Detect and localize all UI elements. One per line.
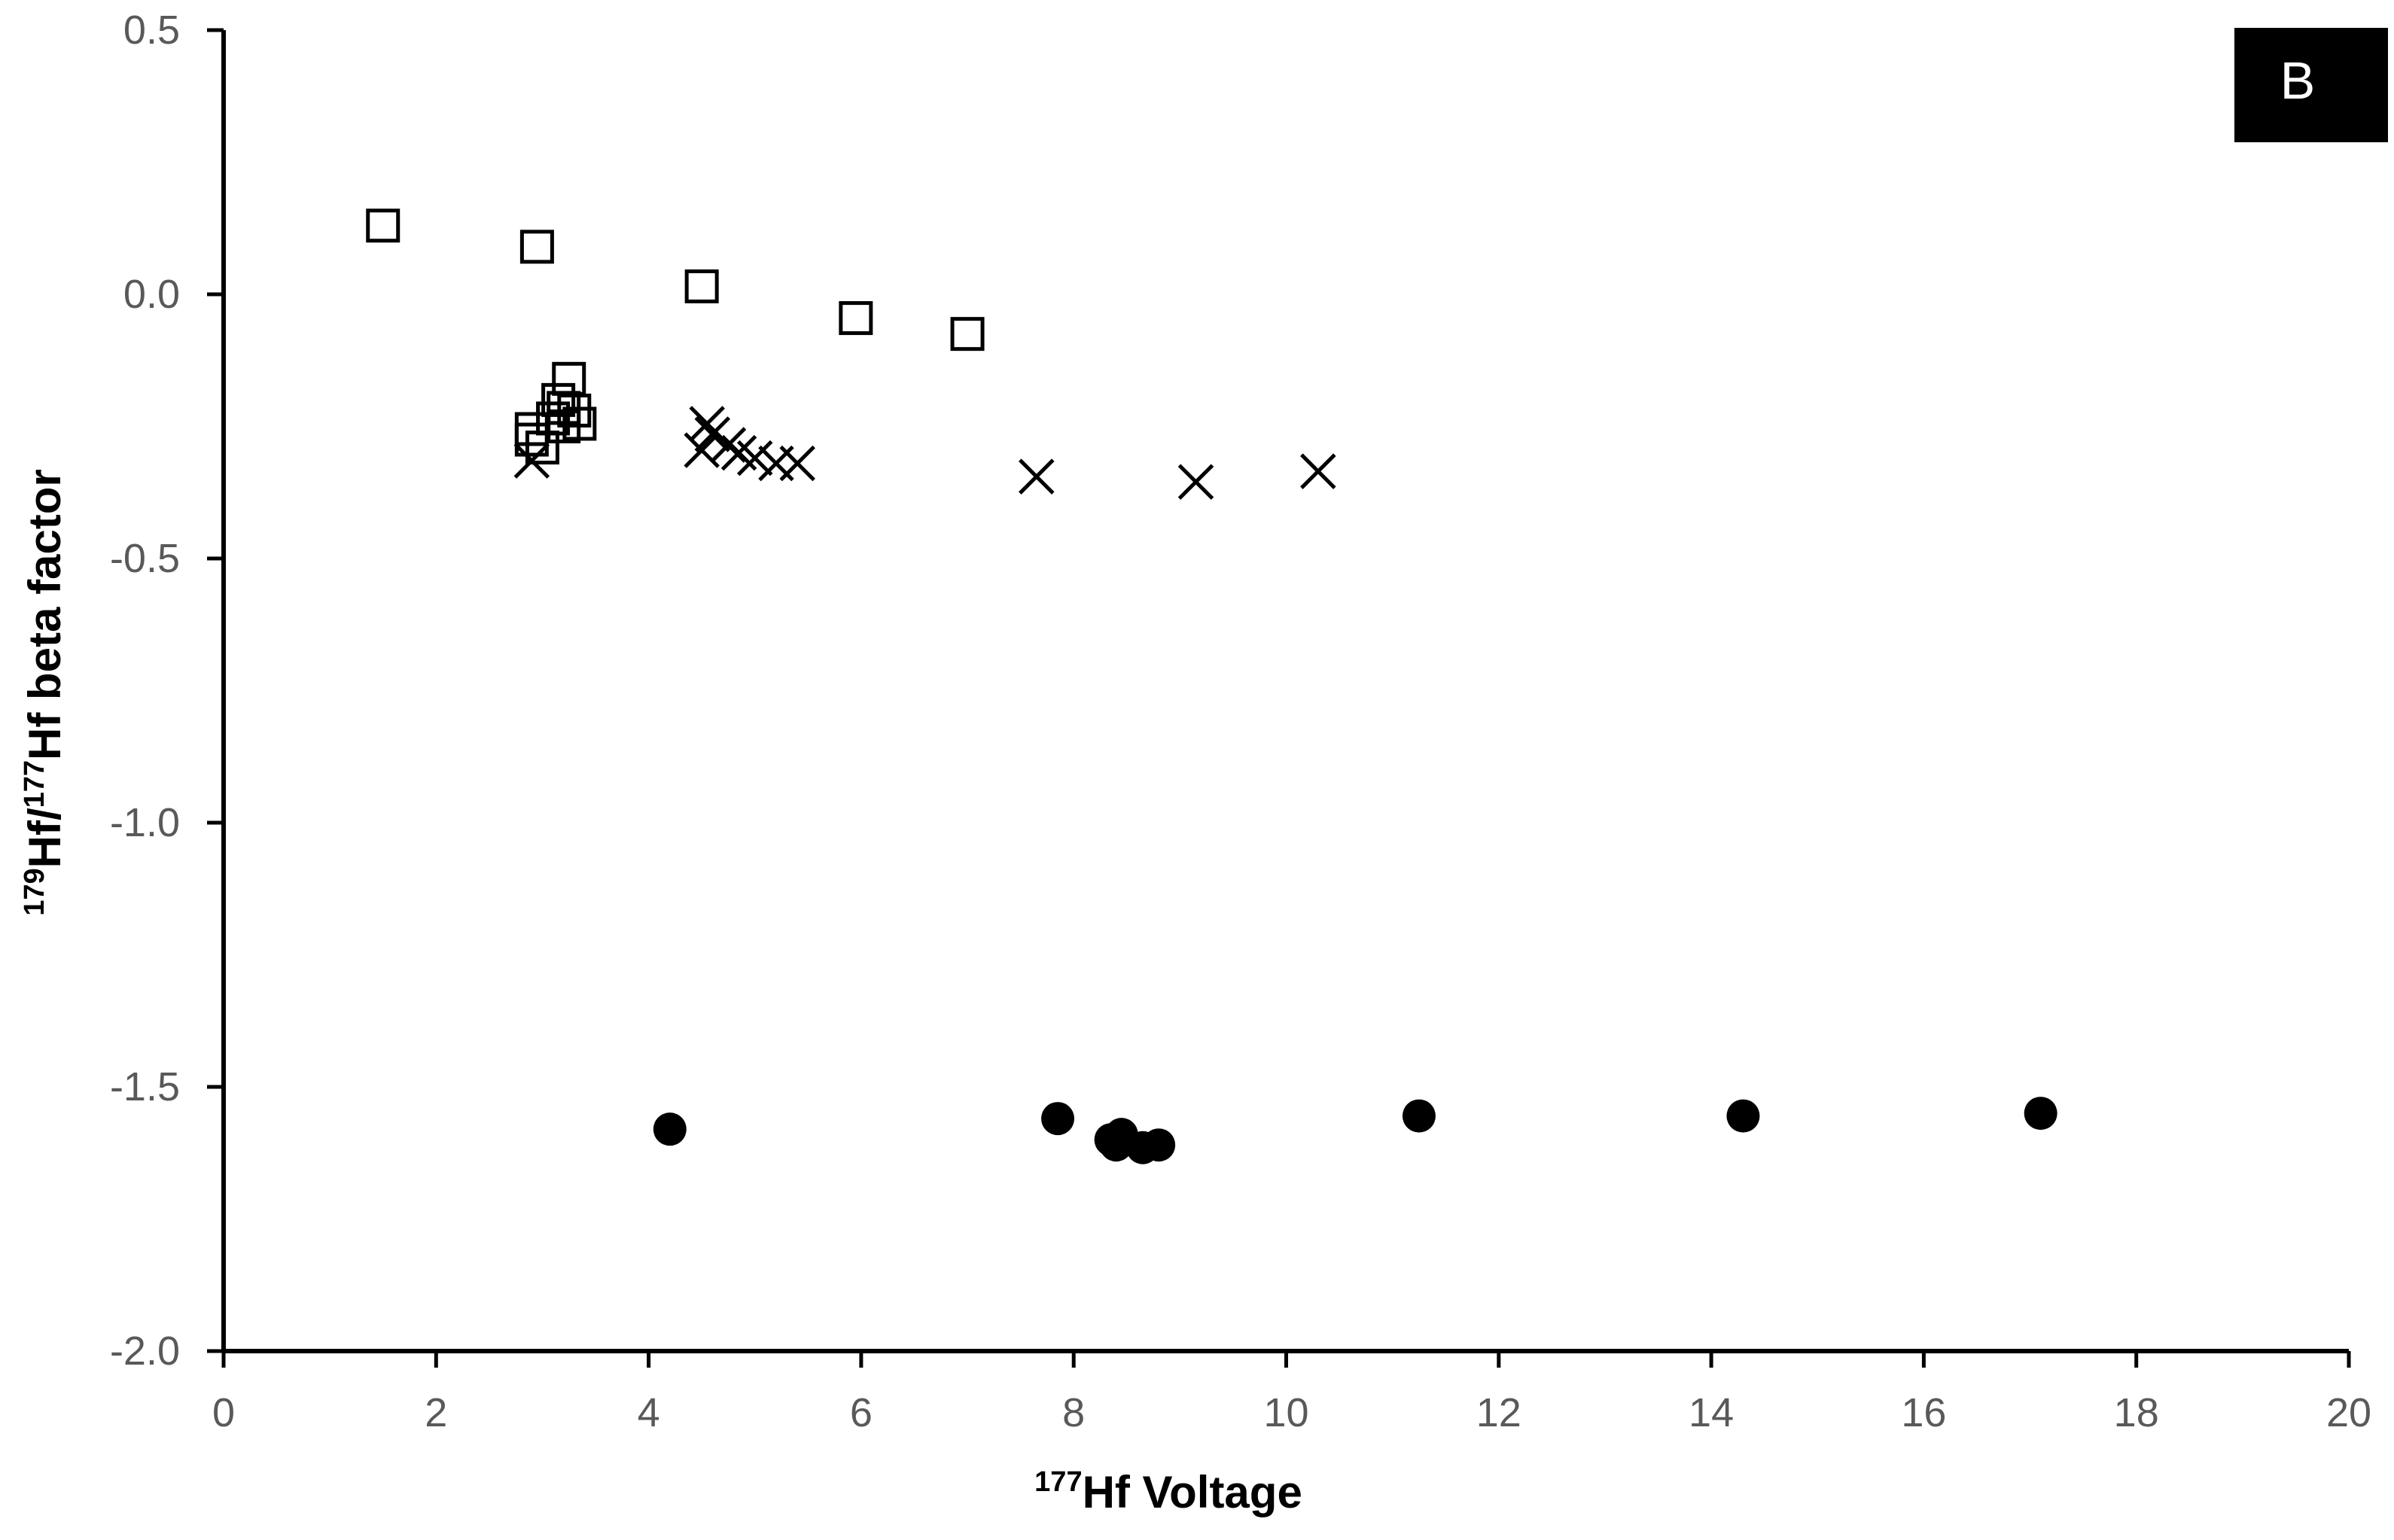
y-tick-label: -2.0 — [110, 1328, 180, 1374]
panel-label-text: B — [2280, 51, 2316, 110]
data-point-x — [694, 416, 731, 452]
x-tick-label: 2 — [425, 1390, 447, 1435]
data-point-circle — [653, 1112, 687, 1146]
y-ticks: 0.5 0.0 -0.5 -1.0 -1.5 -2.0 — [110, 8, 224, 1374]
panel-label: B — [2234, 28, 2388, 142]
data-point-square — [552, 361, 586, 396]
data-point-x — [1300, 453, 1336, 489]
x-tick-label: 14 — [1689, 1390, 1734, 1435]
data-point-x — [779, 445, 815, 482]
x-tick-label: 18 — [2114, 1390, 2159, 1435]
data-point-square — [839, 301, 873, 336]
data-point-circle — [1402, 1099, 1436, 1133]
y-tick-label: 0.0 — [123, 272, 180, 317]
data-point-circle — [2024, 1097, 2057, 1131]
data-point-circle — [1099, 1128, 1133, 1162]
x-ticks: 0 2 4 6 8 10 12 14 16 18 20 — [212, 1351, 2371, 1435]
data-point-circle — [1142, 1128, 1176, 1162]
panel-label-box — [2234, 28, 2388, 142]
data-point-square — [366, 208, 401, 243]
y-axis-title: 179Hf/177Hf beta factor — [19, 469, 70, 916]
y-tick-label: 0.5 — [123, 8, 180, 53]
data-point-x — [710, 427, 747, 463]
data-point-circle — [1726, 1099, 1760, 1133]
data-point-square — [514, 412, 549, 446]
x-tick-label: 16 — [1901, 1390, 1946, 1435]
x-tick-label: 12 — [1476, 1390, 1521, 1435]
data-point-x — [513, 443, 550, 479]
x-tick-label: 4 — [638, 1390, 660, 1435]
data-points — [366, 208, 2057, 1164]
y-tick-label: -1.0 — [110, 800, 180, 845]
data-point-square — [519, 230, 554, 264]
axes — [221, 30, 2349, 1353]
x-tick-label: 6 — [850, 1390, 873, 1435]
x-tick-label: 8 — [1062, 1390, 1085, 1435]
data-point-square — [950, 317, 985, 352]
y-tick-label: -1.5 — [110, 1064, 180, 1109]
data-point-x — [1177, 464, 1214, 500]
data-point-square — [684, 269, 719, 303]
y-tick-label: -0.5 — [110, 536, 180, 581]
data-point-circle — [1041, 1102, 1075, 1136]
x-tick-label: 10 — [1263, 1390, 1308, 1435]
data-point-square — [525, 431, 559, 465]
data-point-x — [736, 440, 773, 476]
data-point-square — [514, 422, 549, 457]
x-axis-title: 177Hf Voltage — [1034, 1466, 1302, 1517]
x-tick-label: 20 — [2326, 1390, 2371, 1435]
x-tick-label: 0 — [212, 1390, 235, 1435]
data-point-x — [1019, 458, 1055, 495]
